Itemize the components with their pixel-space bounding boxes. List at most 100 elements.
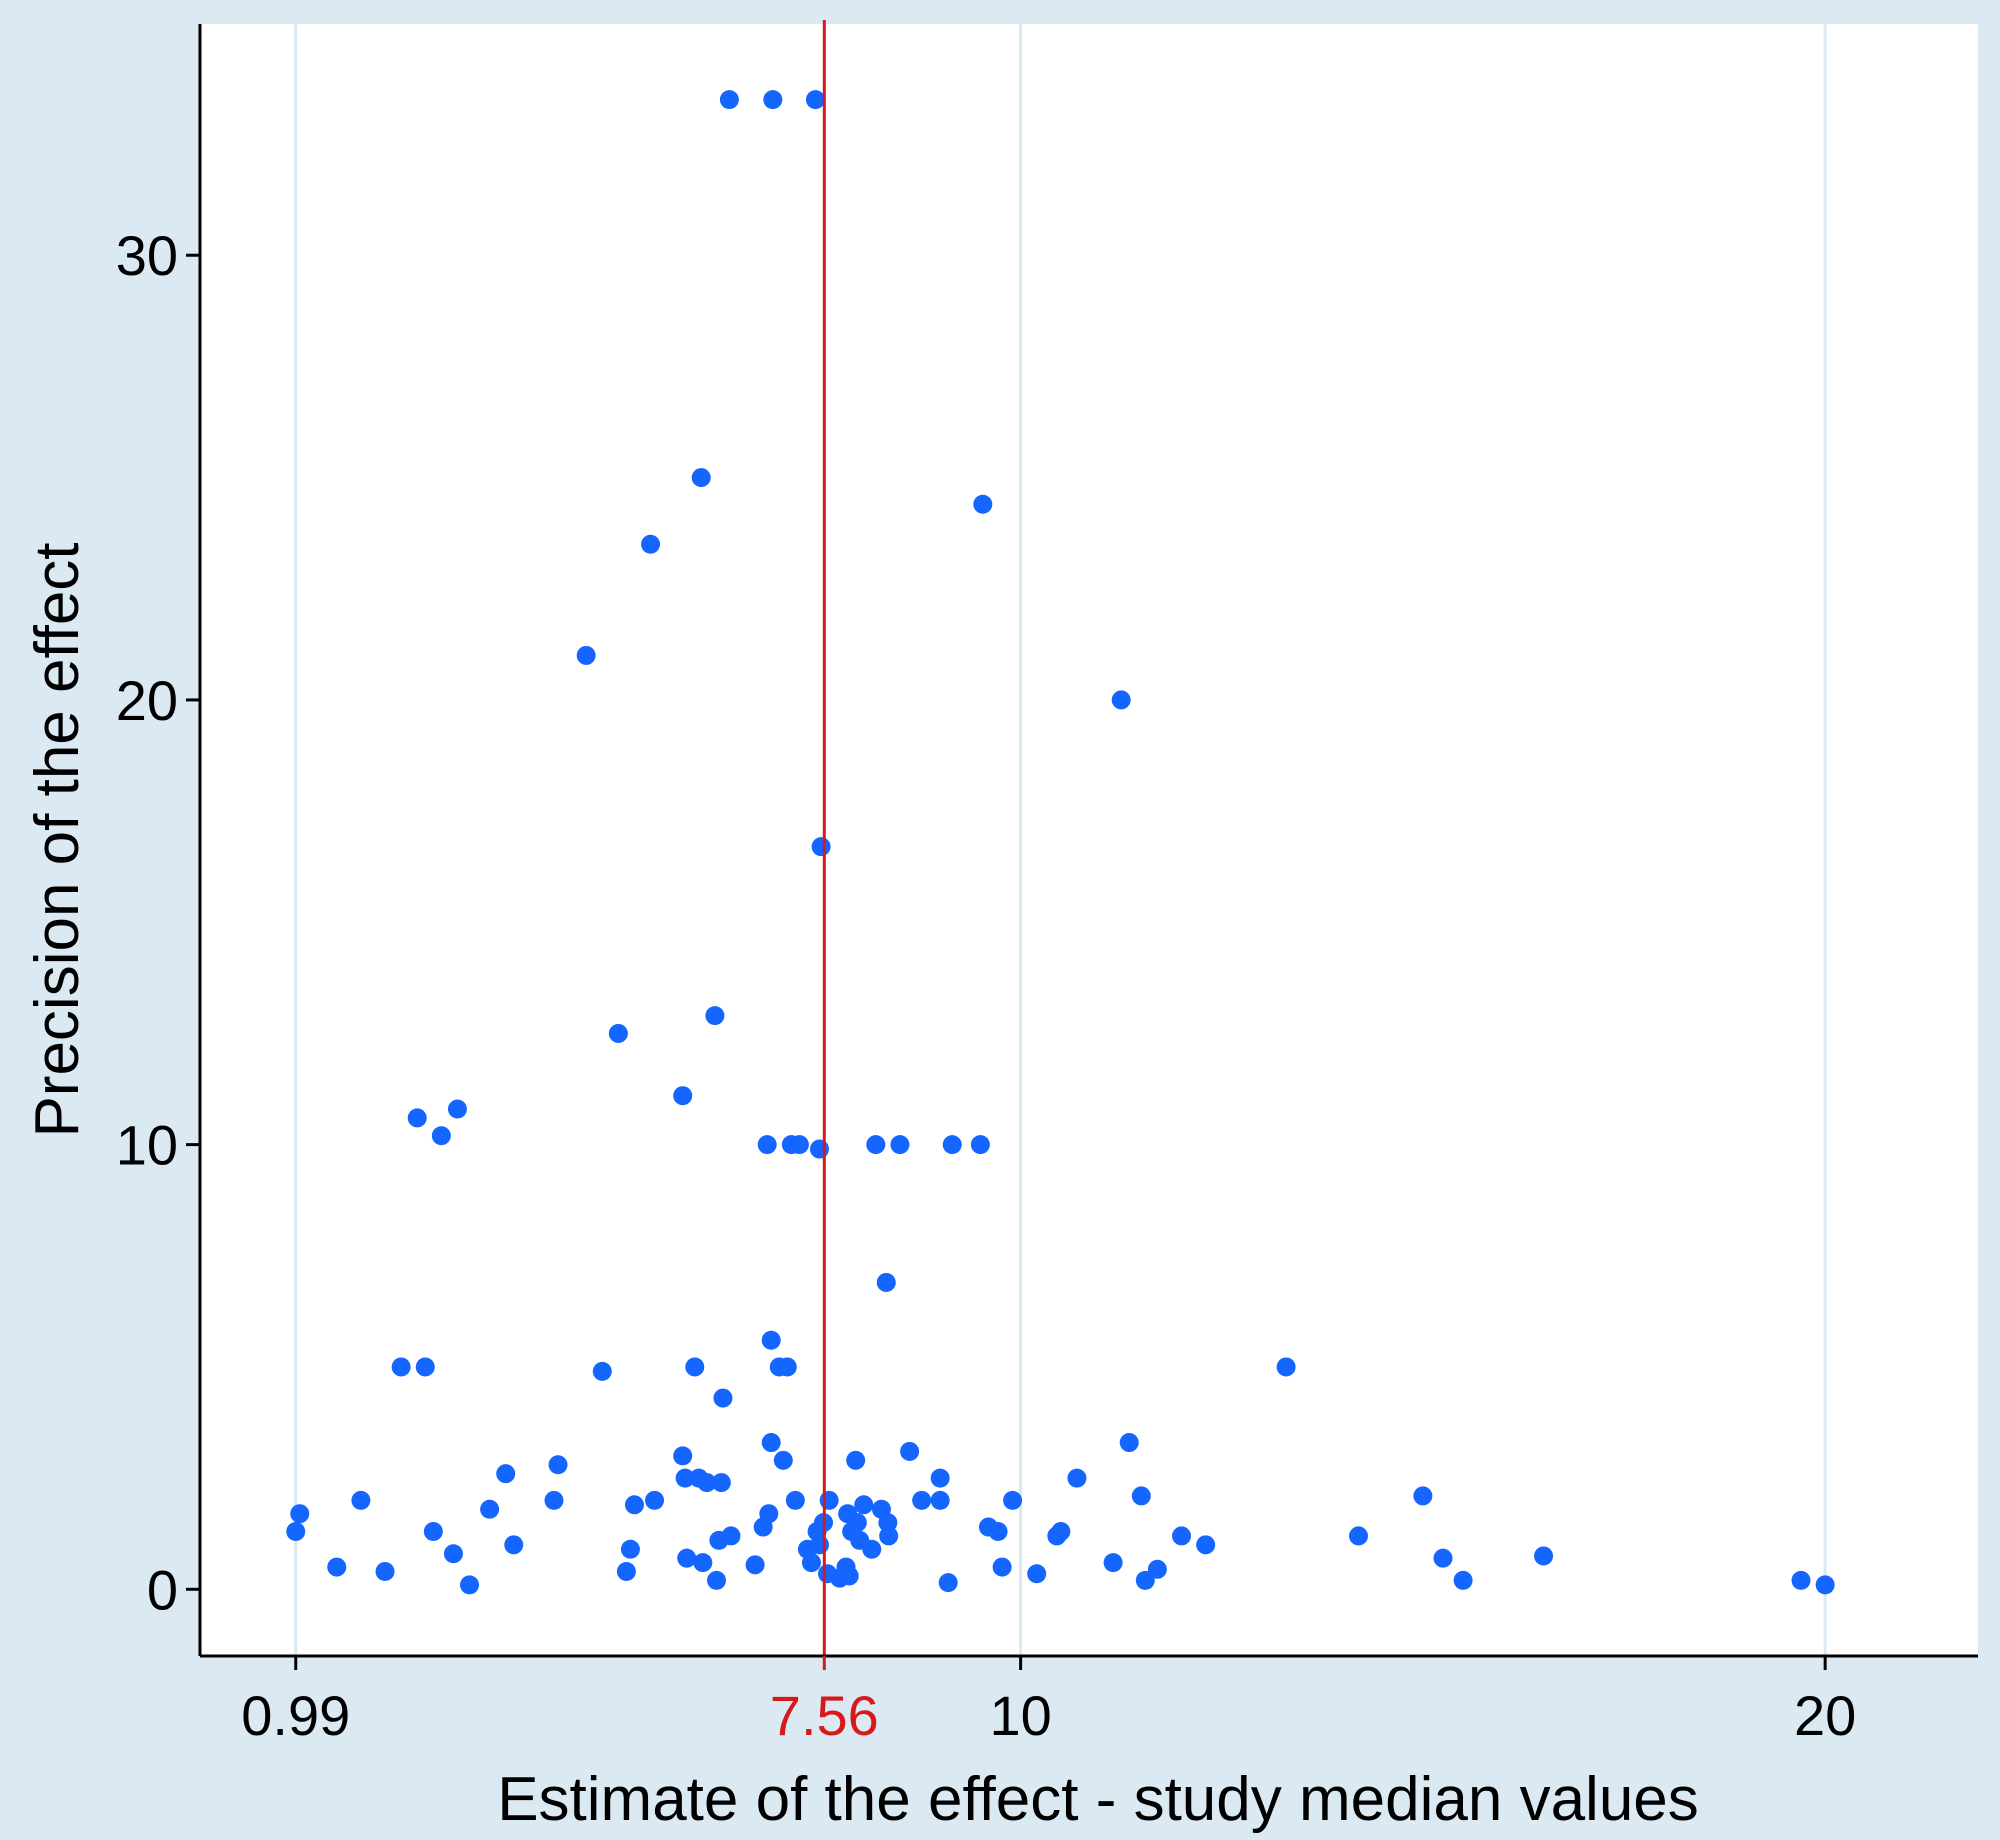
data-point [673, 1086, 693, 1106]
data-point [673, 1446, 693, 1466]
data-point [1027, 1564, 1047, 1584]
x-tick-label: 10 [989, 1684, 1051, 1747]
data-point [938, 1573, 958, 1593]
data-point [1349, 1526, 1369, 1546]
data-point [866, 1135, 886, 1155]
data-point [620, 1539, 640, 1559]
data-point [777, 1357, 797, 1377]
axes [198, 24, 1978, 1658]
data-point [608, 1023, 628, 1043]
data-point [890, 1135, 910, 1155]
data-point [719, 90, 739, 110]
data-point [1433, 1548, 1453, 1568]
data-point [1453, 1570, 1473, 1590]
data-point [973, 494, 993, 514]
data-point [447, 1099, 467, 1119]
x-ticks: 0.99 10 20 [241, 1656, 1856, 1747]
data-point [900, 1441, 920, 1461]
data-point [1172, 1526, 1192, 1546]
data-point [290, 1504, 310, 1524]
data-point [879, 1526, 899, 1546]
data-point [1815, 1575, 1835, 1595]
y-tick-label: 0 [147, 1558, 178, 1621]
data-point [876, 1272, 896, 1292]
data-point [677, 1548, 697, 1568]
data-point [1131, 1486, 1151, 1506]
data-point [576, 645, 596, 665]
data-point [785, 1490, 805, 1510]
data-point [327, 1557, 347, 1577]
data-point [693, 1553, 713, 1573]
data-point [759, 1504, 779, 1524]
data-point [1119, 1433, 1139, 1453]
data-point [641, 534, 661, 554]
data-point [375, 1562, 395, 1582]
x-axis-title: Estimate of the effect - study median va… [497, 1765, 1699, 1834]
data-point [460, 1575, 480, 1595]
x-tick-label: 20 [1794, 1684, 1856, 1747]
data-point [801, 1553, 821, 1573]
data-point [496, 1464, 516, 1484]
reference-value-label: 7.56 [770, 1684, 879, 1747]
data-point [544, 1490, 564, 1510]
y-tick-label: 30 [116, 224, 178, 287]
data-point [721, 1526, 741, 1546]
data-point [675, 1468, 695, 1488]
data-point [1413, 1486, 1433, 1506]
data-point [1103, 1553, 1123, 1573]
x-tick-label: 0.99 [241, 1684, 350, 1747]
data-point [805, 90, 825, 110]
y-tick-label: 10 [116, 1114, 178, 1177]
data-point [1147, 1559, 1167, 1579]
data-point [912, 1490, 932, 1510]
data-point [616, 1562, 636, 1582]
data-point [839, 1566, 859, 1586]
data-point [1196, 1535, 1216, 1555]
data-point [685, 1357, 705, 1377]
data-point [930, 1490, 950, 1510]
y-axis-title: Precision of the effect [23, 542, 92, 1137]
data-point [1135, 1570, 1155, 1590]
data-point [763, 90, 783, 110]
data-point [1534, 1546, 1554, 1566]
data-point [761, 1330, 781, 1350]
data-point [431, 1126, 451, 1146]
data-point [854, 1495, 874, 1515]
data-point [1003, 1490, 1023, 1510]
data-point [707, 1570, 727, 1590]
data-point [1276, 1357, 1296, 1377]
data-point [809, 1535, 829, 1555]
data-point [691, 468, 711, 488]
gridlines [294, 24, 1827, 1656]
data-point [713, 1388, 733, 1408]
data-point [1791, 1570, 1811, 1590]
plot-panel [200, 24, 1978, 1656]
data-point [942, 1135, 962, 1155]
data-point [697, 1473, 717, 1493]
data-point [761, 1433, 781, 1453]
data-point [548, 1455, 568, 1475]
data-point [592, 1361, 612, 1381]
data-point [1067, 1468, 1087, 1488]
data-point [757, 1135, 777, 1155]
data-point [811, 837, 831, 857]
data-point [809, 1139, 829, 1159]
data-point [443, 1544, 463, 1564]
y-tick-label: 20 [116, 669, 178, 732]
data-point [711, 1473, 731, 1493]
data-point [415, 1357, 435, 1377]
data-points [286, 90, 1835, 1595]
data-point [930, 1468, 950, 1488]
data-point [504, 1535, 524, 1555]
data-point [423, 1521, 443, 1541]
data-point [645, 1490, 665, 1510]
data-point [1051, 1521, 1071, 1541]
data-point [789, 1135, 809, 1155]
data-point [745, 1555, 765, 1575]
data-point [624, 1495, 644, 1515]
data-point [351, 1490, 371, 1510]
data-point [970, 1135, 990, 1155]
data-point [391, 1357, 411, 1377]
y-ticks: 0 10 20 30 [116, 224, 200, 1621]
